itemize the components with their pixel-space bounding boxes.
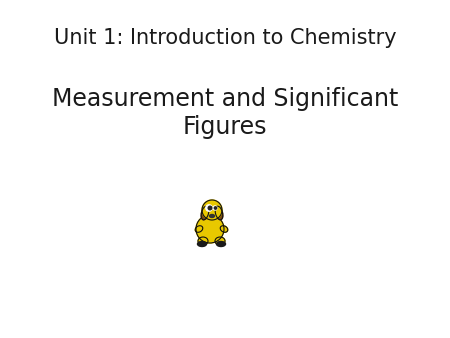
Ellipse shape xyxy=(215,237,225,245)
Ellipse shape xyxy=(195,226,203,232)
Ellipse shape xyxy=(210,215,215,217)
Ellipse shape xyxy=(198,237,208,245)
Ellipse shape xyxy=(201,206,209,220)
Text: Measurement and Significant
Figures: Measurement and Significant Figures xyxy=(52,87,398,139)
Ellipse shape xyxy=(215,206,223,220)
Ellipse shape xyxy=(196,215,224,243)
Ellipse shape xyxy=(216,241,225,246)
Circle shape xyxy=(202,200,222,220)
Ellipse shape xyxy=(198,241,207,246)
Circle shape xyxy=(208,206,212,210)
Ellipse shape xyxy=(220,226,228,232)
Circle shape xyxy=(206,205,212,211)
Circle shape xyxy=(213,206,217,210)
Text: Unit 1: Introduction to Chemistry: Unit 1: Introduction to Chemistry xyxy=(54,28,396,48)
Circle shape xyxy=(214,207,217,209)
